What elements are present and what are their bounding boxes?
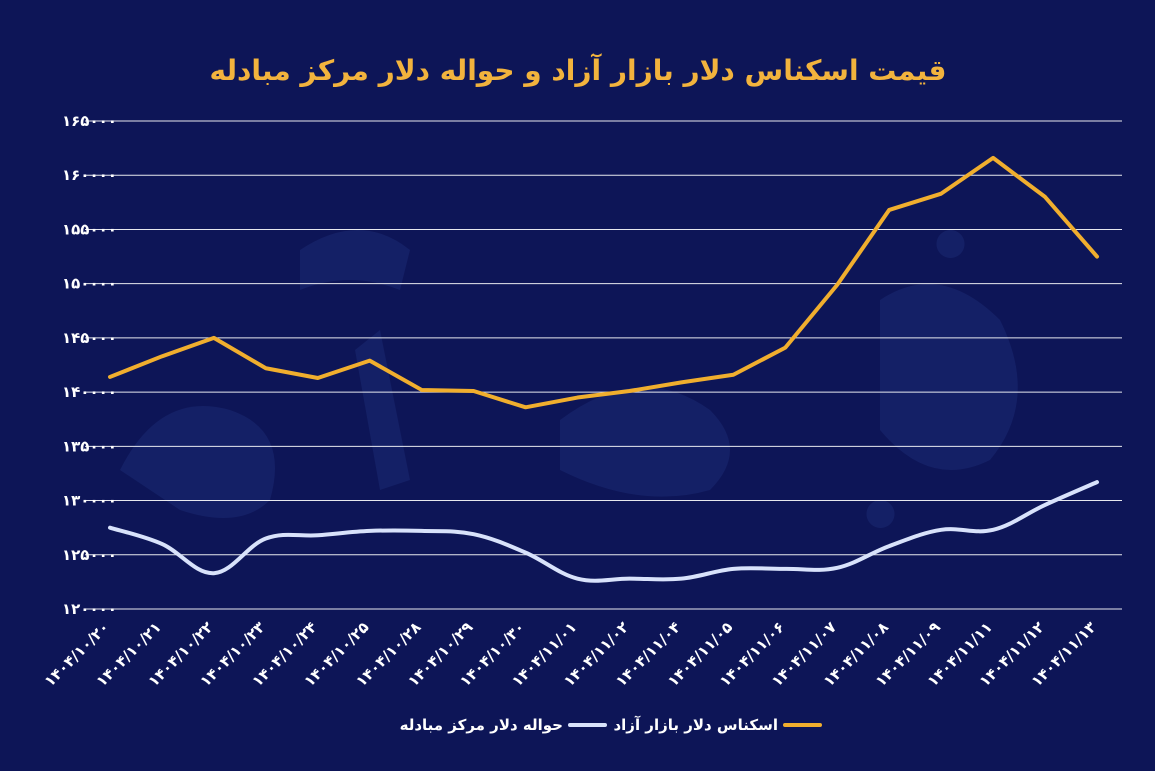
legend-item-1: حواله دلار مرکز مبادله (400, 716, 607, 734)
y-tick-label: ۱۵۰۰۰۰ (62, 275, 117, 293)
y-tick-label: ۱۲۰۰۰۰ (62, 600, 117, 618)
y-tick-label: ۱۵۵۰۰۰ (62, 220, 117, 238)
watermark-shape-6 (866, 500, 895, 528)
watermark-shape-1 (300, 230, 410, 290)
y-tick-label: ۱۴۰۰۰۰ (62, 383, 117, 401)
legend-item-0: اسکناس دلار بازار آزاد (613, 716, 822, 734)
watermark-shape-5 (936, 230, 965, 258)
y-tick-label: ۱۶۵۰۰۰ (62, 112, 117, 130)
watermark-shape-2 (355, 330, 410, 490)
legend-label-0: اسکناس دلار بازار آزاد (613, 716, 778, 734)
x-axis-ticks: ۱۴۰۴/۱۰/۲۰۱۴۰۴/۱۰/۲۱۱۴۰۴/۱۰/۲۲۱۴۰۴/۱۰/۲۳… (41, 618, 1100, 690)
watermark-shape-4 (880, 284, 1018, 470)
watermark-logo (120, 230, 1018, 528)
y-tick-label: ۱۴۵۰۰۰ (62, 329, 117, 347)
series-line-0 (108, 155, 1099, 410)
chart-title: قیمت اسکناس دلار بازار آزاد و حواله دلار… (210, 53, 947, 87)
grid-lines (85, 120, 1122, 610)
y-tick-label: ۱۳۰۰۰۰ (62, 492, 117, 510)
y-axis-ticks: ۱۲۰۰۰۰ ۱۲۵۰۰۰ ۱۳۰۰۰۰ ۱۳۵۰۰۰ ۱۴۰۰۰۰ ۱۴۵۰۰۰ ۱۵۰۰… (62, 112, 117, 618)
y-tick-label: ۱۶۰۰۰۰ (62, 166, 117, 184)
watermark-shape-3 (560, 387, 730, 497)
series-lines (108, 155, 1099, 583)
y-tick-label: ۱۳۵۰۰۰ (62, 437, 117, 455)
y-tick-label: ۱۲۵۰۰۰ (62, 546, 117, 564)
legend: اسکناس دلار بازار آزاد حواله دلار مرکز مب… (400, 716, 822, 734)
legend-label-1: حواله دلار مرکز مبادله (400, 716, 563, 734)
series-line-1 (108, 480, 1099, 583)
watermark-shape-0 (120, 406, 275, 518)
